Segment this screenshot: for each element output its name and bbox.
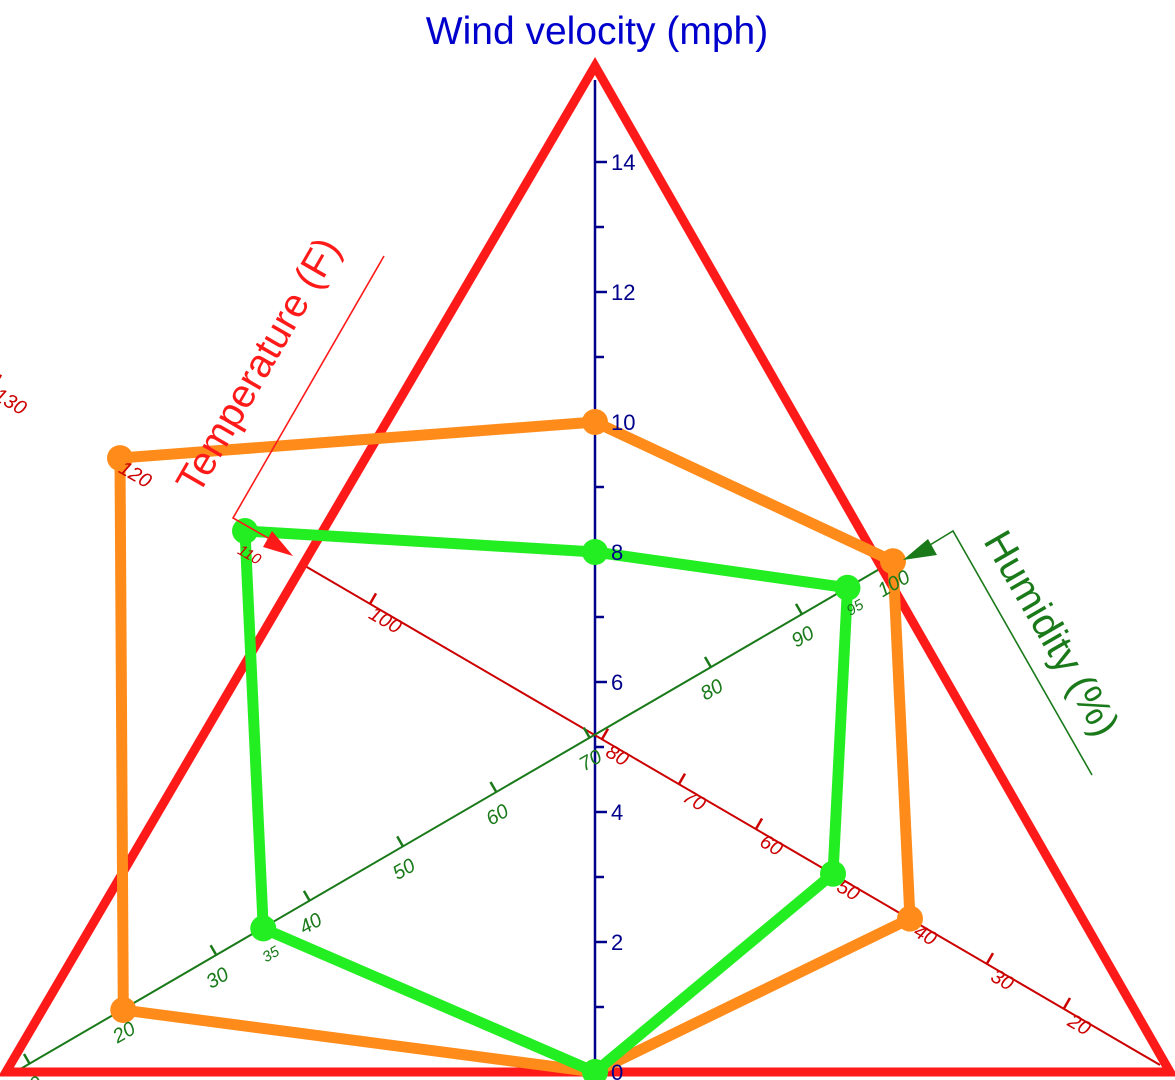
humidity-axis-title: Humidity (%) bbox=[975, 523, 1128, 743]
wind-tick-label: 2 bbox=[611, 930, 623, 955]
temperature-tick bbox=[1062, 997, 1072, 1010]
humidity-tick-label: 80 bbox=[697, 675, 727, 705]
wind-tick-label: 4 bbox=[611, 800, 623, 825]
series-layer bbox=[107, 409, 923, 1080]
temperature-tick bbox=[754, 817, 764, 830]
series-1-marker bbox=[880, 548, 906, 575]
humidity-pointer-line bbox=[924, 529, 1093, 776]
series-1-marker bbox=[107, 445, 133, 472]
series-1-polygon bbox=[114, 416, 916, 1078]
temperature-pointer-line bbox=[231, 255, 385, 539]
series-2-marker bbox=[582, 539, 608, 565]
humidity-pointer-arrowhead bbox=[903, 539, 937, 560]
humidity-tick-label: 30 bbox=[202, 963, 232, 993]
humidity-tick bbox=[302, 890, 311, 902]
humidity-tick-label: 50 bbox=[389, 855, 419, 885]
series-2-marker bbox=[232, 517, 258, 544]
humidity-tick-label: 35 bbox=[260, 943, 284, 966]
wind-tick-label: 0 bbox=[611, 1060, 623, 1080]
humidity-tick bbox=[22, 1053, 32, 1066]
humidity-tick bbox=[794, 603, 804, 615]
humidity-tick bbox=[489, 781, 498, 794]
temperature-tick-label: 100 bbox=[365, 603, 405, 639]
humidity-tick-label: 40 bbox=[296, 909, 326, 939]
temperature-tick-label: 70 bbox=[679, 786, 709, 816]
temperature-axis-title: Temperature (F) bbox=[168, 230, 349, 500]
humidity-tick bbox=[703, 656, 713, 668]
humidity-tick-label: 60 bbox=[482, 800, 512, 830]
temperature-tick bbox=[600, 728, 610, 740]
wind-tick-label: 14 bbox=[611, 150, 635, 175]
wind-axis-title: Wind velocity (mph) bbox=[426, 10, 768, 53]
humidity-tick-label: 95 bbox=[844, 596, 868, 619]
humidity-tick-label: 10 bbox=[16, 1072, 46, 1080]
temperature-tick-label: 80 bbox=[602, 741, 632, 771]
humidity-tick bbox=[396, 835, 405, 848]
wind-tick-label: 12 bbox=[611, 280, 635, 305]
humidity-axis-line bbox=[9, 559, 896, 1076]
temperature-tick-label: 60 bbox=[756, 831, 786, 861]
humidity-tick-label: 70 bbox=[576, 746, 606, 776]
temperature-tick-label: 20 bbox=[1063, 1010, 1094, 1041]
humidity-tick bbox=[582, 727, 591, 739]
series-1-marker bbox=[897, 905, 923, 932]
series-2-marker bbox=[834, 574, 861, 601]
temperature-tick-label: 110 bbox=[235, 542, 265, 569]
wind-tick-label: 10 bbox=[611, 410, 635, 435]
wind-tick-label: 6 bbox=[611, 670, 623, 695]
humidity-tick-label: 20 bbox=[108, 1018, 139, 1049]
series-1-marker bbox=[110, 997, 137, 1024]
temperature-tick bbox=[985, 952, 995, 965]
axes-layer bbox=[0, 80, 1161, 1076]
series-2-marker bbox=[820, 860, 846, 887]
temperature-axis-line bbox=[299, 562, 1161, 1066]
humidity-tick bbox=[209, 944, 218, 957]
temperature-pointer-arrowhead bbox=[263, 531, 293, 556]
temperature-tick-label: 30 bbox=[987, 965, 1017, 995]
temperature-tick bbox=[677, 772, 687, 785]
temperature-tick-label: 130 bbox=[0, 384, 30, 420]
temperature-tick bbox=[368, 592, 378, 605]
wind-tick-label: 8 bbox=[611, 540, 623, 565]
series-1-marker bbox=[582, 409, 608, 435]
series-2-marker bbox=[582, 1059, 608, 1080]
humidity-tick-label: 90 bbox=[788, 622, 818, 652]
series-2-marker bbox=[250, 915, 277, 942]
